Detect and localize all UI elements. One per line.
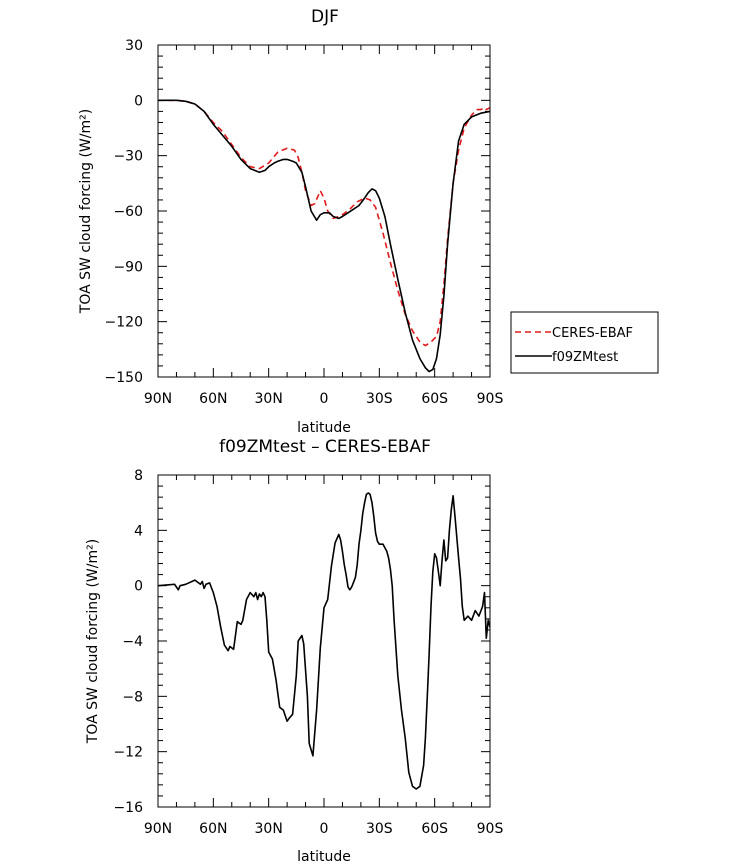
top-xtick-label: 90S: [477, 391, 504, 407]
bottom-series-f09zmtest-line: [158, 492, 490, 790]
legend-box: [510, 311, 659, 374]
top-series-f09zmtest-line: [158, 99, 490, 373]
legend-label-model: f09ZMtest: [552, 350, 618, 365]
top-ytick-label: −90: [113, 259, 143, 275]
top-xtick-label: 30S: [366, 391, 393, 407]
top-panel-title: DJF: [311, 7, 339, 27]
top-ytick-label: −150: [105, 370, 143, 386]
bottom-panel: f09ZMtest – CERES-EBAF 90N 60N 30N 0 30S 60S 9…: [85, 437, 503, 865]
bottom-xtick-label: 0: [320, 821, 329, 837]
bottom-xtick-label: 30S: [366, 821, 393, 837]
legend: CERES-EBAF f09ZMtest: [510, 311, 659, 374]
bottom-panel-frame: [157, 474, 491, 808]
top-panel-axes: 90N 60N 30N 0 30S 60S 90S 30 0 −30 −60 −90 −120 −150: [105, 38, 504, 407]
top-panel-xlabel: latitude: [297, 420, 351, 436]
bottom-ytick-label: 4: [134, 523, 143, 539]
bottom-ytick-label: −8: [122, 689, 143, 705]
bottom-panel-ylabel: TOA SW cloud forcing (W/m²): [85, 539, 101, 744]
bottom-ytick-label: −16: [113, 800, 143, 816]
bottom-xtick-label: 60S: [421, 821, 448, 837]
bottom-ytick-label: −4: [122, 634, 143, 650]
bottom-xtick-label: 60N: [199, 821, 227, 837]
top-xtick-label: 90N: [144, 391, 172, 407]
top-ytick-label: −30: [113, 149, 143, 165]
top-xtick-label: 30N: [255, 391, 283, 407]
top-panel: DJF 90N 60N 30N 0 30S 60S 90S 30 0 −30 −60 −90 −120 −…: [78, 7, 503, 436]
top-ytick-label: 0: [134, 93, 143, 109]
bottom-xtick-label: 90N: [144, 821, 172, 837]
top-series-ceres-ebaf-line: [158, 99, 490, 347]
bottom-ytick-label: 0: [134, 579, 143, 595]
top-xtick-label: 60S: [421, 391, 448, 407]
top-ytick-label: −120: [105, 315, 143, 331]
bottom-xtick-label: 90S: [477, 821, 504, 837]
bottom-xtick-label: 30N: [255, 821, 283, 837]
bottom-ytick-label: 8: [134, 468, 143, 484]
top-panel-ylabel: TOA SW cloud forcing (W/m²): [78, 109, 94, 314]
top-xtick-label: 0: [320, 391, 329, 407]
bottom-ytick-label: −12: [113, 745, 143, 761]
bottom-panel-series: [158, 492, 490, 790]
bottom-panel-title: f09ZMtest – CERES-EBAF: [219, 437, 431, 457]
top-panel-frame: [157, 44, 491, 378]
bottom-panel-axes: 90N 60N 30N 0 30S 60S 90S 8 4 0 −4 −8 −12 −16: [113, 468, 503, 837]
legend-label-ceres: CERES-EBAF: [552, 326, 633, 341]
bottom-panel-xlabel: latitude: [297, 849, 351, 865]
top-ytick-label: −60: [113, 204, 143, 220]
top-panel-series: [158, 99, 490, 373]
top-xtick-label: 60N: [199, 391, 227, 407]
top-ytick-label: 30: [125, 38, 143, 54]
